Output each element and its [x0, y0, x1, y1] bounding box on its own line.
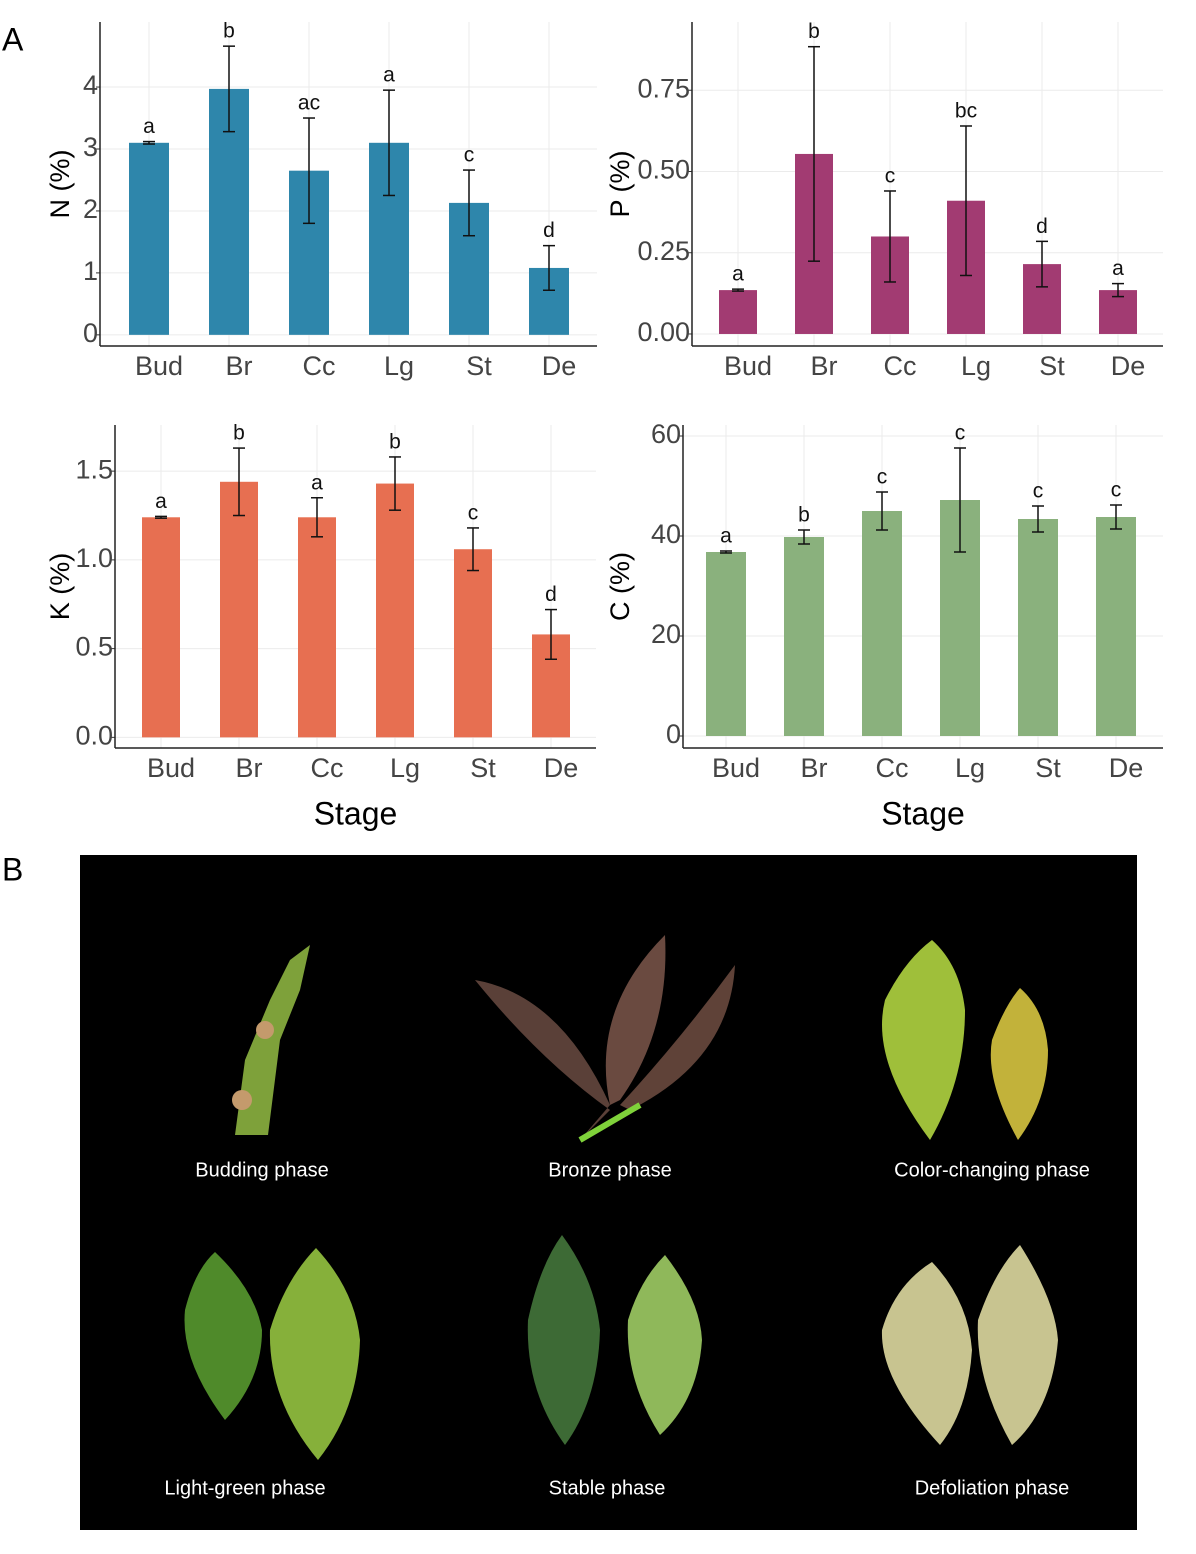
bar — [1099, 290, 1137, 334]
y-tick-label: 0 — [666, 719, 681, 749]
significance-letter: b — [223, 20, 235, 43]
bar — [1018, 519, 1058, 736]
bar — [862, 511, 902, 736]
significance-letter: c — [468, 501, 479, 524]
x-tick-label: De — [1109, 753, 1144, 783]
bar — [454, 549, 492, 738]
x-tick-label: Lg — [955, 753, 985, 783]
significance-letter: c — [955, 422, 966, 445]
photo-caption: Budding phase — [195, 1159, 328, 1181]
significance-letter: a — [720, 525, 732, 548]
photo-caption: Bronze phase — [548, 1159, 671, 1181]
bar — [706, 552, 746, 736]
y-tick-label: 0.75 — [637, 73, 690, 103]
bar — [1096, 517, 1136, 736]
significance-letter: d — [545, 583, 557, 606]
photo-caption: Stable phase — [549, 1477, 666, 1499]
y-tick-label: 4 — [83, 70, 98, 100]
x-tick-label: De — [542, 351, 577, 381]
y-axis-label: N (%) — [45, 150, 75, 219]
x-tick-label: Lg — [961, 351, 991, 381]
significance-letter: a — [155, 490, 167, 513]
y-tick-label: 0.0 — [75, 720, 113, 750]
x-tick-label: De — [1111, 351, 1146, 381]
x-axis-label: Stage — [314, 795, 398, 831]
significance-letter: ac — [298, 92, 320, 115]
bar — [129, 142, 169, 335]
x-tick-label: De — [544, 753, 579, 783]
y-tick-label: 0.00 — [637, 317, 690, 347]
significance-letter: b — [808, 20, 820, 43]
y-tick-label: 40 — [651, 519, 681, 549]
y-tick-label: 0.25 — [637, 236, 690, 266]
y-tick-label: 1 — [83, 256, 98, 286]
x-tick-label: St — [466, 351, 492, 381]
y-tick-label: 0.5 — [75, 632, 113, 662]
photo-panel — [80, 855, 1137, 1530]
photo-caption: Color-changing phase — [894, 1159, 1090, 1181]
y-tick-label: 3 — [83, 132, 98, 162]
bar — [719, 290, 757, 334]
significance-letter: c — [464, 144, 475, 167]
significance-letter: d — [1036, 215, 1048, 238]
significance-letter: a — [1112, 257, 1124, 280]
x-tick-label: St — [470, 753, 496, 783]
significance-letter: d — [543, 219, 555, 242]
significance-letter: a — [732, 263, 744, 286]
bar — [142, 517, 180, 738]
x-tick-label: Br — [811, 351, 838, 381]
x-tick-label: Bud — [147, 753, 195, 783]
significance-letter: a — [311, 471, 323, 494]
significance-letter: a — [143, 115, 155, 138]
bar — [376, 483, 414, 738]
y-tick-label: 20 — [651, 619, 681, 649]
y-axis-label: P (%) — [605, 150, 635, 217]
x-tick-label: Bud — [712, 753, 760, 783]
x-tick-label: Bud — [724, 351, 772, 381]
x-tick-label: Br — [226, 351, 253, 381]
y-tick-label: 1.0 — [75, 543, 113, 573]
significance-letter: bc — [955, 100, 977, 123]
x-tick-label: Bud — [135, 351, 183, 381]
significance-letter: b — [389, 430, 401, 453]
y-tick-label: 0.50 — [637, 155, 690, 185]
x-tick-label: Br — [236, 753, 263, 783]
panel-label: B — [2, 851, 23, 887]
y-tick-label: 0 — [83, 318, 98, 348]
x-tick-label: Lg — [384, 351, 414, 381]
significance-letter: a — [383, 64, 395, 87]
y-axis-label: C (%) — [605, 552, 635, 621]
bar — [298, 517, 336, 738]
significance-letter: b — [233, 422, 245, 445]
bar — [220, 481, 258, 738]
significance-letter: c — [1033, 480, 1044, 503]
leaf-photos — [184, 935, 1058, 1460]
significance-letter: c — [885, 165, 896, 188]
x-tick-label: Cc — [303, 351, 336, 381]
x-tick-label: Cc — [876, 753, 909, 783]
significance-letter: b — [798, 504, 810, 527]
panel-label: A — [2, 21, 24, 57]
y-tick-label: 60 — [651, 419, 681, 449]
x-tick-label: Lg — [390, 753, 420, 783]
x-tick-label: Cc — [311, 753, 344, 783]
x-tick-label: St — [1039, 351, 1065, 381]
bar — [784, 537, 824, 736]
y-tick-label: 2 — [83, 194, 98, 224]
x-axis-label: Stage — [881, 795, 965, 831]
x-tick-label: Cc — [884, 351, 917, 381]
y-axis-label: K (%) — [45, 553, 75, 621]
photo-caption: Defoliation phase — [915, 1477, 1070, 1499]
x-tick-label: St — [1035, 753, 1061, 783]
x-tick-label: Br — [801, 753, 828, 783]
significance-letter: c — [877, 466, 888, 489]
significance-letter: c — [1111, 479, 1122, 502]
y-tick-label: 1.5 — [75, 454, 113, 484]
photo-caption: Light-green phase — [164, 1477, 325, 1499]
